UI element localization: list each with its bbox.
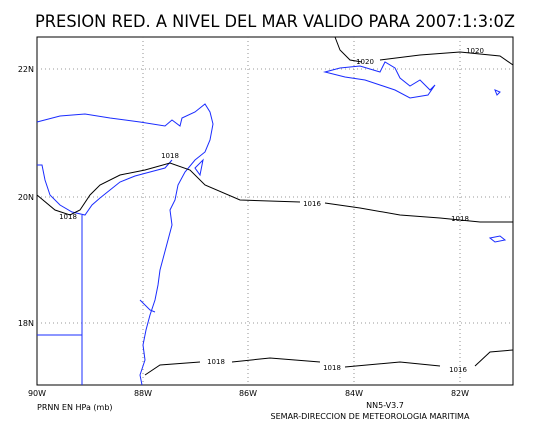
footer-variable: PRNN EN HPa (mb) <box>37 403 113 412</box>
lat-label: 20N <box>18 193 34 202</box>
lon-label: 82W <box>451 389 469 398</box>
island-path <box>494 89 501 96</box>
lat-label: 22N <box>18 65 34 74</box>
lat-labels: 22N 20N 18N <box>18 65 34 328</box>
lat-label: 18N <box>18 319 34 328</box>
isobar-labels: 1020 1020 1018 1016 1018 1018 1018 1018 … <box>59 47 484 374</box>
isobar-label: 1018 <box>323 364 341 372</box>
coastline <box>36 61 507 386</box>
isobar <box>36 162 301 216</box>
lon-label: 86W <box>239 389 257 398</box>
footer-source: SEMAR-DIRECCION DE METEOROLOGIA MARITIMA <box>271 412 470 421</box>
isobar <box>144 349 514 376</box>
island-path <box>488 235 507 243</box>
island-path <box>194 158 204 177</box>
isobar-label: 1018 <box>451 215 469 223</box>
coast-path <box>37 159 173 216</box>
title: PRESION RED. A NIVEL DEL MAR VALIDO PARA… <box>35 12 515 32</box>
isobar-label: 1018 <box>59 213 77 221</box>
isobar <box>334 36 363 63</box>
isobar-label: 1018 <box>161 152 179 160</box>
isobar <box>379 51 514 66</box>
map-frame <box>36 36 514 386</box>
lon-label: 84W <box>345 389 363 398</box>
isobars <box>36 36 514 376</box>
footer-model: NN5-V3.7 <box>366 401 404 410</box>
isobar-label: 1016 <box>303 200 321 208</box>
lon-labels: 90W 88W 86W 84W 82W <box>28 389 469 398</box>
isobar-label: 1018 <box>207 358 225 366</box>
coast-path <box>139 299 156 313</box>
grid <box>37 37 513 385</box>
island-path <box>323 61 436 99</box>
coast-path <box>36 103 214 386</box>
lon-label: 88W <box>134 389 152 398</box>
isobar-label: 1016 <box>449 366 467 374</box>
lon-label: 90W <box>28 389 46 398</box>
isobar-label: 1020 <box>356 58 374 66</box>
isobar-label: 1020 <box>466 47 484 55</box>
isobar <box>324 202 513 223</box>
